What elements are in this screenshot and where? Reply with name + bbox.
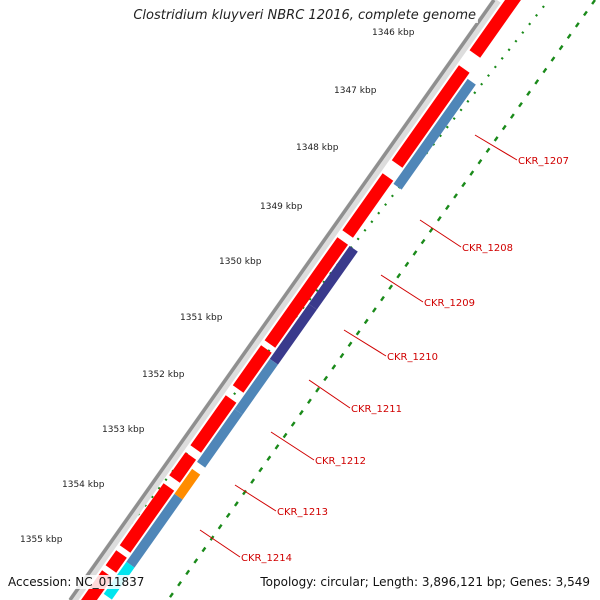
cds-features (81, 0, 521, 600)
tick-label-bg (217, 255, 265, 267)
gene-label: CKR_1209 (424, 298, 475, 309)
backbone-line (68, 0, 496, 600)
tick-label: 1347 kbp (334, 86, 377, 96)
forward-cds-9 (105, 550, 127, 573)
tick-label: 1348 kbp (296, 143, 339, 153)
genome-title: Clostridium kluyveri NBRC 12016, complet… (131, 8, 478, 23)
tick-label: 1354 kbp (62, 480, 105, 490)
gene-label: CKR_1213 (277, 507, 328, 518)
forward-cds-1 (469, 0, 521, 58)
tick-label-bg (370, 26, 418, 38)
forward-cds-6 (190, 395, 237, 453)
gene-leader-line (234, 484, 277, 512)
gene-leader-line (474, 134, 518, 161)
reverse-cds-5 (197, 408, 243, 468)
forward-cds-5 (232, 345, 272, 393)
gene-leader-line (308, 379, 351, 409)
gene-label-leaders: CKR_1207 CKR_1208 CKR_1209 CKR_1210 CKR_1211… (199, 134, 569, 564)
gene-label: CKR_1214 (241, 553, 292, 564)
reverse-cds-1 (393, 78, 476, 190)
tick-label-bg (18, 533, 66, 545)
gene-label: CKR_1211 (351, 404, 402, 415)
forward-cds-8 (119, 483, 175, 553)
tick-label: 1355 kbp (20, 535, 63, 545)
gene-label: CKR_1208 (462, 243, 513, 254)
tick-label: 1353 kbp (102, 425, 145, 435)
reverse-cds-7 (126, 493, 183, 568)
reverse-cds-3 (269, 303, 317, 365)
tick-label-bg (178, 311, 226, 323)
gene-leader-line (270, 431, 315, 461)
gene-leader-line (343, 329, 387, 357)
gene-leader-line (199, 529, 241, 558)
gene-label: CKR_1212 (315, 456, 366, 467)
forward-cds-3 (342, 173, 394, 238)
reverse-cds-2 (308, 245, 358, 310)
scale-ticks: 1346 kbp 1347 kbp 1348 kbp 1349 kbp 1350 kbp… (18, 26, 418, 545)
tick-label: 1351 kbp (180, 313, 223, 323)
reverse-cds-6 (174, 468, 201, 500)
tick-label-bg (140, 368, 188, 380)
gene-label: CKR_1210 (387, 352, 438, 363)
tick-label: 1346 kbp (372, 28, 415, 38)
forward-cds-7 (169, 452, 197, 483)
gene-leader-line (380, 274, 424, 303)
topology-text: Topology: circular; Length: 3,896,121 bp… (258, 575, 592, 589)
inner-dotted-ring (167, 0, 596, 600)
reverse-cds-4 (234, 358, 278, 415)
tick-label: 1352 kbp (142, 370, 185, 380)
tick-label-bg (294, 141, 342, 153)
tick-label: 1350 kbp (219, 257, 262, 267)
gene-leader-line (419, 219, 462, 248)
tick-label-bg (100, 423, 148, 435)
tick-label-bg (258, 200, 306, 212)
backbone-shadow (69, 0, 501, 600)
tick-label-bg (60, 478, 108, 490)
accession-text: Accession: NC_011837 (6, 575, 147, 589)
forward-cds-2 (391, 65, 470, 168)
gene-label: CKR_1207 (518, 156, 569, 167)
forward-cds-4 (264, 237, 349, 348)
tick-label-bg (332, 84, 380, 96)
tick-label: 1349 kbp (260, 202, 303, 212)
